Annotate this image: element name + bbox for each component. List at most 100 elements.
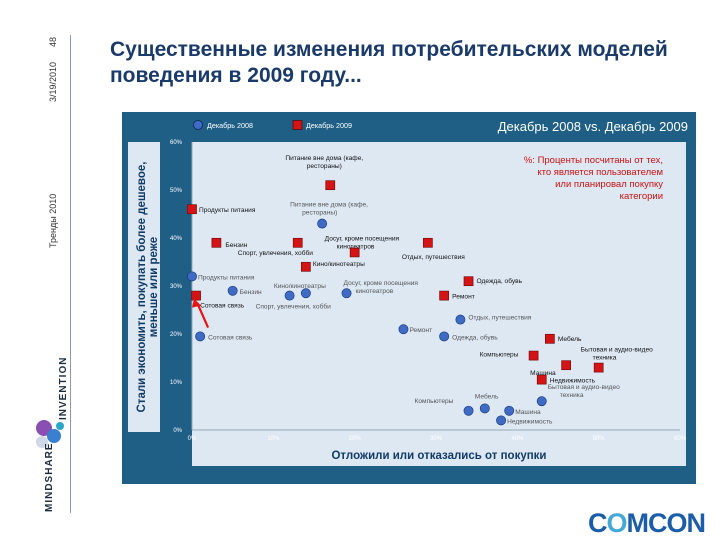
chart-note-line: категории — [620, 191, 663, 202]
comcon-logo: COMCON — [588, 508, 706, 538]
point-label-line: Досуг, кроме посещения — [325, 235, 400, 242]
point-2008 — [536, 396, 547, 407]
point-label: Недвижимость — [507, 418, 553, 425]
y-axis-label: Стали экономить, покупать более дешевое,… — [136, 162, 160, 413]
point-label: Ремонт — [409, 327, 432, 334]
point-label: Спорт, увлечения, хобби — [238, 249, 314, 257]
y-tick-label: 20% — [170, 332, 183, 338]
point-label: Отдых, путешествия — [402, 254, 465, 261]
point-label: Продукты питания — [199, 207, 256, 214]
point-label: Продукты питания — [198, 274, 255, 281]
point-label: Машина — [515, 409, 541, 416]
y-tick-label: 0% — [173, 428, 182, 434]
logo-mindshare: MINDSHARE — [44, 442, 55, 512]
point-label-line: техника — [560, 392, 584, 399]
point-2009 — [292, 237, 303, 248]
y-tick-label: 60% — [170, 140, 183, 146]
point-2009 — [463, 276, 474, 287]
point-label: Сотовая связь — [208, 334, 253, 341]
chart-note-line: кто является пользователем — [537, 167, 663, 178]
point-2009 — [325, 180, 336, 191]
point-label: Отдых, путешествия — [468, 315, 531, 322]
y-tick-label: 50% — [170, 188, 183, 194]
legend-marker-2008 — [193, 120, 203, 130]
y-axis-label-line: Стали экономить, покупать более дешевое, — [136, 162, 148, 413]
sidebar: 48 3/19/2010 Тренды 2010 INVENTION MINDS… — [0, 0, 82, 546]
point-2009 — [561, 360, 571, 371]
point-label-line: Бытовая и аудио-видео — [548, 384, 620, 391]
point-label: Компьютеры — [480, 352, 519, 359]
point-label-line: техника — [593, 355, 617, 362]
y-tick-label: 10% — [170, 380, 183, 386]
x-axis-label: Отложили или отказались от покупки — [331, 450, 546, 462]
point-label: Мебель — [558, 335, 582, 343]
xlabel-box — [192, 444, 686, 466]
point-label-line: Питание вне дома (кафе, — [285, 155, 363, 162]
slide-title: Существенные изменения потребительских м… — [110, 38, 668, 87]
axes: 0% 10% 20% 30% 40% 50% 60% 0% 10% 20% 30% 40% 50% 60% — [170, 140, 687, 442]
point-2009 — [593, 362, 604, 373]
x-tick-label: 50% — [593, 436, 606, 442]
point-label: Бензин — [225, 242, 247, 249]
x-tick-label: 0% — [188, 436, 197, 442]
arrow-icon — [192, 298, 210, 329]
data-labels: Питание вне дома (кафе, рестораны)Продукт… — [198, 155, 653, 425]
chart-title: Декабрь 2008 vs. Декабрь 2009 — [498, 119, 688, 134]
point-label: Машина — [530, 370, 556, 377]
point-label: Ремонт — [452, 294, 475, 301]
point-2009 — [349, 247, 360, 258]
x-tick-label: 40% — [511, 436, 524, 442]
point-label: Сотовая связь — [200, 303, 245, 310]
arrow-head — [192, 298, 202, 308]
y-axis-label-line: меньше или реже — [148, 237, 160, 337]
slide-date: 3/19/2010 — [48, 61, 58, 102]
chart-note-line: %: Проценты посчитаны от тех, — [524, 155, 663, 166]
point-label: Одежда, обувь — [452, 333, 498, 341]
point-label: Питание вне дома (кафе, рестораны) — [290, 202, 368, 217]
legend-label-2008: Декабрь 2008 — [207, 121, 253, 130]
point-label: Досуг, кроме посещения кинотеатров — [325, 235, 400, 250]
mindshare-logo-icon — [36, 420, 64, 448]
point-2008 — [398, 324, 409, 335]
chart-note-line: или планировал покупку — [555, 179, 663, 190]
point-label: Кино/кинотеатры — [274, 283, 326, 290]
legend: Декабрь 2008 Декабрь 2009 — [193, 120, 352, 130]
point-2009 — [301, 261, 311, 272]
point-label-line: рестораны) — [302, 210, 337, 217]
sidebar-divider — [70, 35, 71, 513]
point-label: Бензин — [240, 289, 262, 296]
point-label-line: Бытовая и аудио-видео — [581, 347, 653, 354]
page-number: 48 — [48, 36, 58, 47]
point-2008 — [496, 415, 507, 426]
point-label-line: кинотеатров — [337, 243, 375, 250]
point-label-line: кинотеатров — [356, 288, 394, 295]
point-label-line: Досуг, кроме посещения — [344, 280, 419, 287]
point-2008 — [300, 288, 311, 299]
x-tick-label: 60% — [674, 436, 687, 442]
point-2009 — [528, 350, 539, 361]
point-2009 — [211, 237, 222, 248]
x-tick-label: 30% — [430, 436, 443, 442]
section-label: Тренды 2010 — [48, 193, 58, 248]
point-label-line: рестораны) — [307, 163, 342, 170]
y-tick-label: 40% — [170, 236, 183, 242]
point-2008 — [317, 218, 328, 229]
point-2008 — [504, 405, 515, 416]
point-label-line: Питание вне дома (кафе, — [290, 202, 368, 209]
point-label: Бытовая и аудио-видео техника — [548, 384, 620, 399]
x-tick-label: 10% — [267, 436, 280, 442]
arrow-shaft — [196, 302, 210, 329]
point-label: Кино/кинотеатры — [313, 261, 365, 268]
plot-area — [192, 142, 686, 464]
point-2008 — [195, 331, 206, 342]
point-2008 — [341, 288, 352, 299]
x-tick-label: 20% — [349, 436, 362, 442]
ylabel-box — [128, 142, 160, 432]
point-label: Спорт, увлечения, хобби — [256, 303, 332, 311]
point-label: Бытовая и аудио-видео техника — [581, 347, 653, 362]
point-2009 — [536, 374, 547, 385]
legend-marker-2009 — [292, 120, 303, 130]
point-label: Компьютеры — [415, 398, 454, 405]
point-label: Недвижимость — [550, 378, 596, 385]
legend-label-2009: Декабрь 2009 — [306, 121, 352, 130]
